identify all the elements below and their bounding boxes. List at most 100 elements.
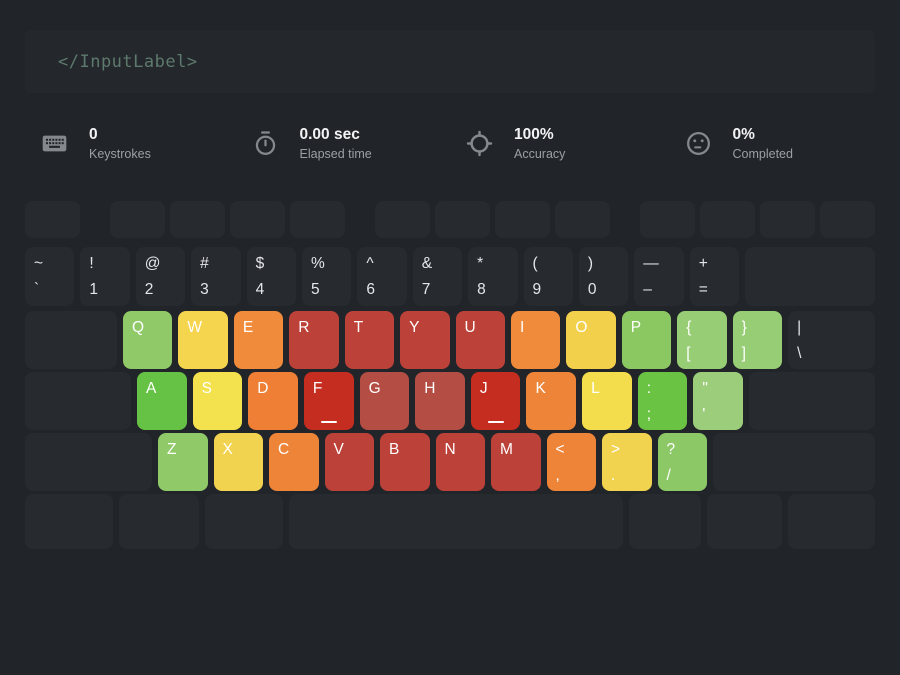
- key-f9: [640, 201, 695, 238]
- key-3: #3: [191, 247, 241, 306]
- stat-label: Accuracy: [514, 146, 566, 161]
- key-ctrl-right: [788, 494, 875, 549]
- key-f7: [495, 201, 550, 238]
- key-backspace: [745, 247, 876, 306]
- accuracy-icon: [466, 130, 493, 156]
- key-e: E: [233, 311, 284, 369]
- key-backslash: | \: [788, 311, 876, 369]
- key-fn: [707, 494, 782, 549]
- key-s: S: [192, 372, 243, 430]
- home-row: A S D F G H J K L:; " ': [25, 372, 876, 430]
- key-enter: [749, 372, 876, 430]
- key-u: U: [455, 311, 505, 369]
- home-row-indicator: [320, 420, 337, 423]
- key-z: Z: [158, 433, 208, 491]
- key-i: I: [510, 311, 561, 369]
- key-f8: [555, 201, 610, 238]
- key-k: K: [526, 372, 577, 430]
- key-alt-right: [629, 494, 701, 549]
- stat-completed: 0% Completed: [657, 116, 876, 170]
- key-backquote: ~ `: [25, 247, 75, 306]
- key-f1: [110, 201, 165, 238]
- keyboard: ~ `! 1 @2 #3 $4% 5 ^ 6 & 7 * 8(9) 0— – + = Q W E R T Y U I O P{[}]…: [25, 201, 876, 549]
- key-g: G: [359, 372, 410, 430]
- key-n: N: [435, 433, 485, 491]
- key-ctrl-left: [25, 494, 113, 549]
- key-t: T: [344, 311, 395, 369]
- key-semicolon: :;: [637, 372, 688, 430]
- key-6: ^ 6: [357, 247, 407, 306]
- stat-value: 100%: [514, 125, 554, 143]
- stat-text: 0% Completed: [733, 126, 793, 161]
- stat-value: 0: [89, 125, 98, 143]
- stat-label: Keystrokes: [89, 146, 151, 161]
- key-c: C: [269, 433, 319, 491]
- key-f3: [230, 201, 285, 238]
- stat-keystrokes: 0 Keystrokes: [25, 116, 232, 170]
- key-esc: [25, 201, 80, 238]
- home-row-indicator: [487, 420, 504, 423]
- key-space: [289, 494, 623, 549]
- key-o: O: [566, 311, 616, 369]
- key-tab: [25, 311, 117, 369]
- key-w: W: [178, 311, 228, 369]
- key-meta: [119, 494, 199, 549]
- key-bracket-left: {[: [677, 311, 727, 369]
- key-caps-lock: [25, 372, 131, 430]
- key-comma: <,: [546, 433, 596, 491]
- key-f: F: [303, 372, 354, 430]
- zxcv-row: Z X C V B N M <, >.? /: [25, 433, 875, 491]
- function-row: [25, 201, 875, 238]
- key-2: @2: [135, 247, 186, 306]
- number-row: ~ `! 1 @2 #3 $4% 5 ^ 6 & 7 * 8(9) 0— – + =: [25, 247, 876, 306]
- key-m: M: [491, 433, 541, 491]
- space-row: [25, 494, 875, 549]
- key-p: P: [621, 311, 672, 369]
- typing-input[interactable]: [25, 30, 875, 93]
- key-bracket-right: }]: [732, 311, 783, 369]
- key-y: Y: [400, 311, 450, 369]
- key-equal: + =: [689, 247, 740, 306]
- stat-text: 0 Keystrokes: [89, 126, 151, 161]
- key-f5: [375, 201, 430, 238]
- key-d: D: [248, 372, 298, 430]
- qwerty-row: Q W E R T Y U I O P{[}] | \: [25, 311, 876, 369]
- key-q: Q: [123, 311, 173, 369]
- key-alt-left: [205, 494, 283, 549]
- key-j: J: [470, 372, 521, 430]
- key-9: (9: [523, 247, 573, 306]
- keyboard-icon: [42, 135, 67, 151]
- stat-accuracy: 100% Accuracy: [442, 116, 657, 170]
- key-7: & 7: [412, 247, 463, 306]
- stats-bar: 0 Keystrokes 0.00 sec Elapsed time: [25, 116, 875, 170]
- key-8: * 8: [468, 247, 518, 306]
- key-b: B: [380, 433, 430, 491]
- key-a: A: [137, 372, 187, 430]
- key-f12: [820, 201, 875, 238]
- stat-value: 0.00 sec: [299, 125, 360, 143]
- key-f10: [700, 201, 755, 238]
- key-h: H: [415, 372, 465, 430]
- key-f2: [170, 201, 225, 238]
- key-1: ! 1: [80, 247, 130, 306]
- smiley-icon: [686, 131, 710, 155]
- stat-text: 100% Accuracy: [514, 126, 565, 161]
- key-4: $4: [246, 247, 296, 306]
- stat-label: Completed: [732, 146, 793, 161]
- key-shift-left: [25, 433, 152, 491]
- key-minus: — –: [634, 247, 684, 306]
- key-shift-right: [713, 433, 875, 491]
- key-period: >.: [602, 433, 652, 491]
- timer-icon: [255, 130, 275, 155]
- key-quote: " ': [693, 372, 744, 430]
- key-0: ) 0: [578, 247, 629, 306]
- key-f6: [435, 201, 490, 238]
- stat-label: Elapsed time: [299, 146, 372, 161]
- key-x: X: [213, 433, 263, 491]
- stat-text: 0.00 sec Elapsed time: [300, 126, 372, 161]
- stat-elapsed-time: 0.00 sec Elapsed time: [232, 116, 443, 170]
- key-f11: [760, 201, 815, 238]
- key-l: L: [582, 372, 632, 430]
- stat-value: 0%: [732, 125, 755, 143]
